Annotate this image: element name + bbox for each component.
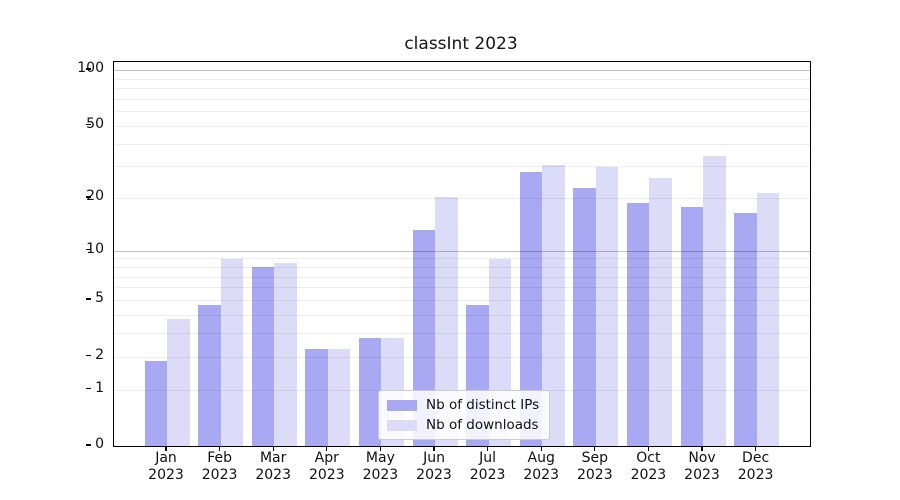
bar-downloads-apr: [327, 348, 351, 446]
x-axis-tick-mark: [219, 446, 221, 452]
x-axis-tick-mark: [701, 446, 703, 452]
y-axis-tick-mark: [85, 196, 91, 198]
bar-ips-oct: [626, 202, 650, 446]
y-axis-tick-label-2: 2: [95, 346, 104, 363]
bar-downloads-oct: [649, 177, 672, 446]
x-axis-tick-mark: [487, 446, 489, 452]
bar-downloads-dec: [756, 193, 780, 446]
gridline-60: [114, 111, 810, 113]
bar-downloads-sep: [595, 166, 619, 446]
bar-ips-nov: [680, 206, 703, 446]
bar-ips-jan: [144, 361, 167, 446]
x-axis-tick-label-may: May 2023: [362, 450, 399, 483]
bar-ips-feb: [198, 304, 221, 446]
bar-ips-mar: [251, 267, 275, 446]
gridline-70: [114, 98, 810, 100]
y-axis-tick-mark: [85, 354, 91, 357]
bar-downloads-nov: [703, 156, 726, 446]
legend-entry-downloads: Nb of downloads: [387, 417, 539, 433]
bar-downloads-feb: [220, 259, 244, 446]
x-axis-tick-mark: [379, 446, 381, 452]
legend-swatch: [387, 399, 417, 411]
x-axis-tick-mark: [433, 446, 435, 452]
bar-ips-apr: [305, 348, 328, 446]
x-axis-tick-mark: [326, 446, 328, 452]
y-axis-tick-label-1: 1: [95, 379, 104, 396]
y-axis-tick-mark: [85, 249, 91, 251]
bar-downloads-aug: [542, 164, 565, 446]
bar-downloads-jun: [435, 196, 458, 446]
gridline-90: [114, 78, 810, 80]
y-axis-tick-mark: [85, 444, 91, 446]
x-axis-tick-label-mar: Mar 2023: [255, 450, 291, 483]
y-axis-tick-label-0: 0: [95, 436, 104, 452]
x-axis-tick-label-oct: Oct 2023: [630, 450, 667, 483]
y-axis-tick-label-10: 10: [86, 240, 104, 257]
y-axis-tick-label-50: 50: [86, 115, 104, 132]
bar-downloads-jan: [167, 319, 190, 446]
x-axis-tick-label-apr: Apr 2023: [308, 450, 345, 483]
bar-downloads-mar: [274, 262, 297, 446]
legend: Nb of distinct IPs Nb of downloads: [378, 390, 551, 440]
x-axis-tick-mark: [755, 446, 757, 452]
y-axis-tick-label-20: 20: [86, 188, 104, 204]
chart-title: classInt 2023: [404, 34, 518, 54]
bar-ips-may: [358, 337, 382, 446]
x-axis-tick-label-aug: Aug 2023: [523, 450, 559, 483]
x-axis-tick-label-feb: Feb 2023: [201, 450, 238, 483]
x-axis-tick-label-jan: Jan 2023: [148, 450, 184, 483]
y-axis-tick-mark: [85, 387, 91, 390]
x-axis-tick-label-dec: Dec 2023: [737, 450, 774, 483]
x-axis-tick-mark: [272, 446, 274, 452]
y-axis-tick-label-5: 5: [95, 290, 104, 307]
gridline-40: [114, 143, 810, 145]
x-axis-tick-mark: [540, 446, 542, 452]
x-axis-tick-mark: [594, 446, 596, 452]
legend-swatch: [387, 419, 417, 431]
gridline-100: [114, 70, 810, 72]
gridline-80: [114, 88, 810, 90]
bar-ips-sep: [573, 188, 596, 446]
x-axis-tick-label-sep: Sep 2023: [576, 450, 613, 483]
bar-ips-aug: [519, 172, 543, 446]
gridline-50: [114, 125, 810, 127]
x-axis-tick-label-jun: Jun 2023: [416, 450, 452, 483]
y-axis-tick-mark: [85, 124, 91, 126]
legend-label: Nb of distinct IPs: [426, 397, 540, 413]
legend-label: Nb of downloads: [426, 417, 539, 433]
x-axis-tick-label-nov: Nov 2023: [684, 450, 720, 483]
y-axis-tick-mark: [85, 298, 91, 300]
y-axis-tick-label-100: 100: [77, 60, 104, 77]
legend-entry-distinct-ips: Nb of distinct IPs: [387, 397, 539, 413]
x-axis-tick-label-jul: Jul 2023: [469, 450, 506, 483]
x-axis-tick-mark: [647, 446, 649, 452]
y-axis-tick-mark: [85, 68, 91, 70]
x-axis-tick-mark: [165, 446, 167, 452]
bar-ips-dec: [734, 212, 757, 446]
